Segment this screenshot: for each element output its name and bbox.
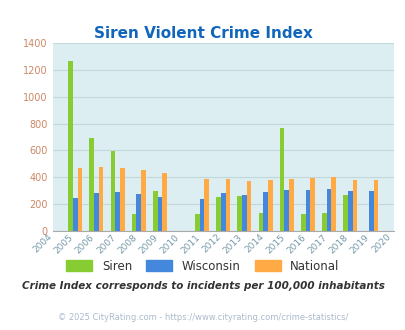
Bar bbox=[262, 192, 267, 231]
Bar bbox=[98, 167, 103, 231]
Text: © 2025 CityRating.com - https://www.cityrating.com/crime-statistics/: © 2025 CityRating.com - https://www.city… bbox=[58, 313, 347, 322]
Bar bbox=[347, 191, 352, 231]
Bar bbox=[279, 128, 284, 231]
Bar bbox=[119, 168, 124, 231]
Bar bbox=[204, 179, 209, 231]
Bar bbox=[258, 213, 262, 231]
Bar bbox=[110, 151, 115, 231]
Bar bbox=[267, 180, 272, 231]
Bar bbox=[216, 197, 220, 231]
Bar bbox=[241, 195, 246, 231]
Bar bbox=[352, 180, 356, 231]
Bar bbox=[300, 214, 305, 231]
Bar bbox=[237, 196, 241, 231]
Bar bbox=[73, 198, 77, 231]
Bar bbox=[225, 179, 230, 231]
Bar bbox=[246, 181, 251, 231]
Bar bbox=[305, 190, 309, 231]
Bar bbox=[141, 170, 145, 231]
Bar bbox=[94, 193, 98, 231]
Bar bbox=[157, 197, 162, 231]
Bar bbox=[153, 191, 157, 231]
Bar bbox=[309, 178, 314, 231]
Bar bbox=[368, 191, 373, 231]
Bar bbox=[68, 61, 73, 231]
Bar bbox=[373, 180, 377, 231]
Bar bbox=[77, 168, 82, 231]
Bar bbox=[220, 193, 225, 231]
Bar bbox=[326, 189, 330, 231]
Bar bbox=[195, 214, 199, 231]
Bar bbox=[284, 190, 288, 231]
Bar bbox=[162, 173, 166, 231]
Bar bbox=[288, 179, 293, 231]
Bar bbox=[136, 194, 141, 231]
Bar bbox=[89, 138, 94, 231]
Bar bbox=[199, 199, 204, 231]
Bar bbox=[321, 213, 326, 231]
Bar bbox=[131, 214, 136, 231]
Bar bbox=[330, 177, 335, 231]
Bar bbox=[115, 192, 119, 231]
Bar bbox=[342, 195, 347, 231]
Text: Crime Index corresponds to incidents per 100,000 inhabitants: Crime Index corresponds to incidents per… bbox=[21, 281, 384, 291]
Legend: Siren, Wisconsin, National: Siren, Wisconsin, National bbox=[62, 255, 343, 278]
Text: Siren Violent Crime Index: Siren Violent Crime Index bbox=[93, 26, 312, 41]
